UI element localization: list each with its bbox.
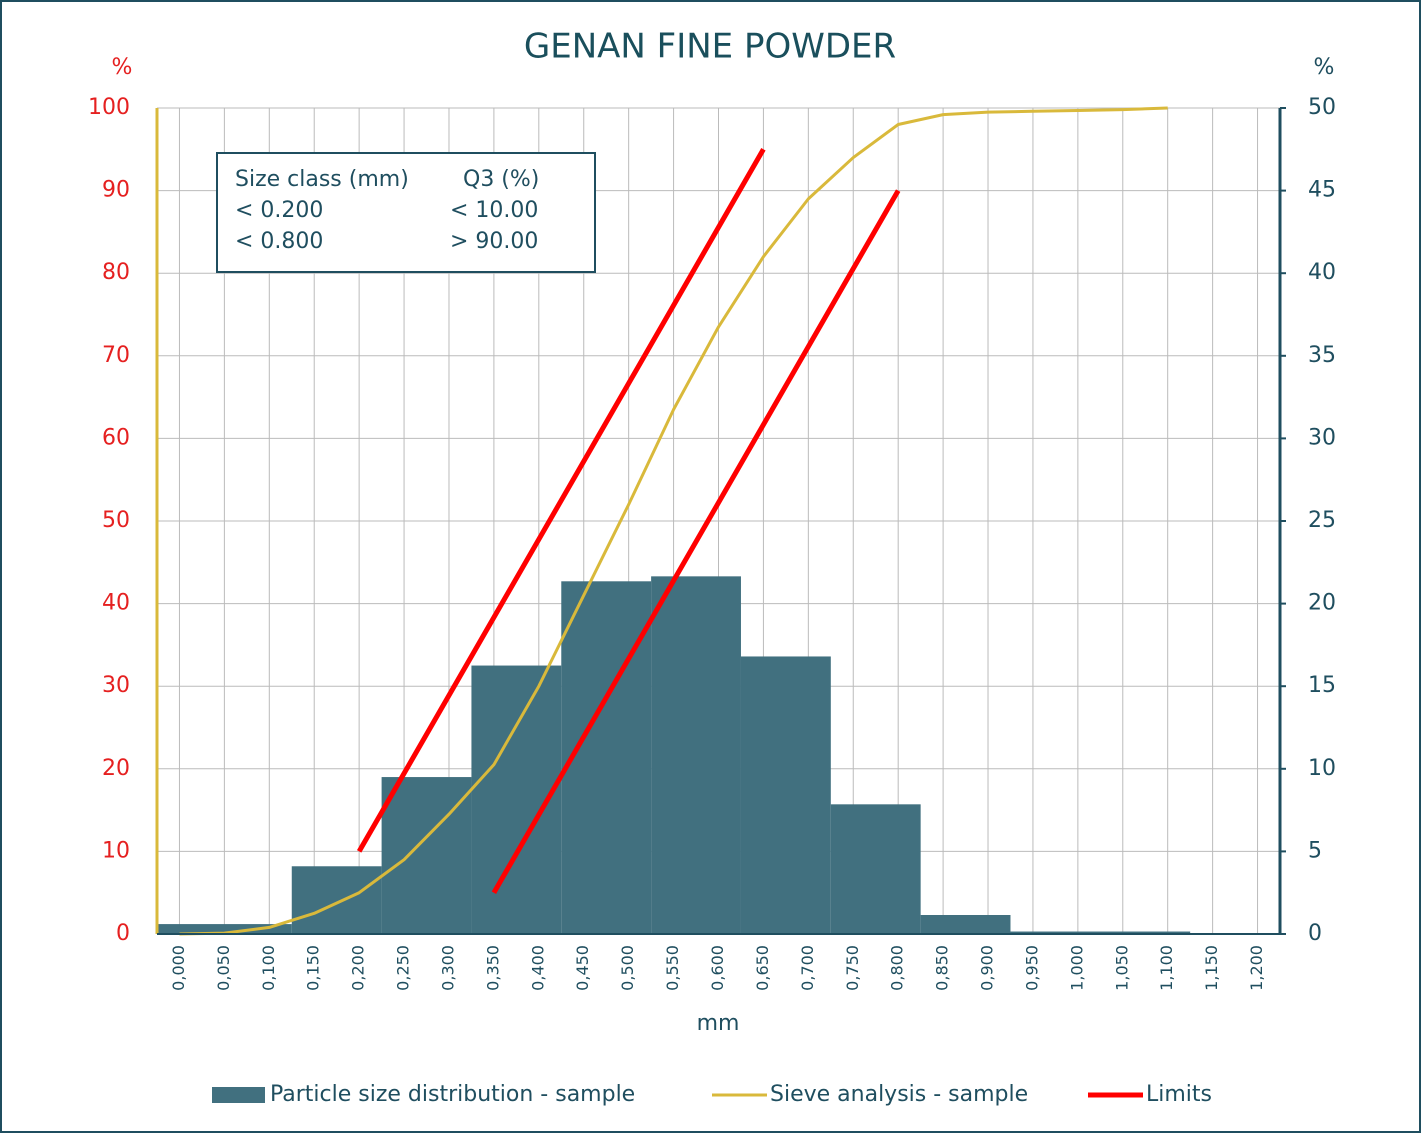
x-tick-label: 0,400: [528, 945, 547, 991]
x-tick-label: 0,000: [169, 945, 188, 991]
x-axis-label: mm: [697, 1011, 740, 1036]
x-tick-label: 0,850: [933, 945, 952, 991]
series-line: [356, 148, 901, 894]
y2-tick-label: 45: [1308, 178, 1336, 203]
y-tick-label: 60: [102, 425, 130, 450]
x-tick-label: 0,650: [753, 945, 772, 991]
histogram-bar: [1010, 931, 1191, 934]
histogram-bar: [920, 915, 1011, 934]
y2-tick-label: 10: [1308, 756, 1336, 781]
y-tick-label: 80: [102, 260, 130, 285]
y-tick-label: 70: [102, 343, 130, 368]
legend-label: Limits: [1146, 1082, 1212, 1107]
x-tick-label: 0,500: [618, 945, 637, 991]
y2-tick-label: 40: [1308, 260, 1336, 285]
y-tick-label: 10: [102, 838, 130, 863]
histogram-bar: [651, 576, 741, 934]
histogram-bar: [157, 924, 292, 934]
x-tick-label: 0,550: [663, 945, 682, 991]
legend-label: Particle size distribution - sample: [270, 1082, 635, 1107]
x-tick-label: 0,700: [798, 945, 817, 991]
x-tick-label: 0,050: [214, 945, 233, 991]
y2-tick-label: 30: [1308, 425, 1336, 450]
x-tick-label: 0,100: [259, 945, 278, 991]
x-tick-label: 0,600: [708, 945, 727, 991]
info-cell: < 0.200: [235, 198, 323, 223]
x-tick-label: 1,100: [1157, 945, 1176, 991]
y2-tick-label: 50: [1308, 95, 1336, 120]
x-tick-label: 0,150: [304, 945, 323, 991]
y-unit: %: [112, 55, 133, 80]
x-tick-label: 0,450: [573, 945, 592, 991]
y-tick-label: 40: [102, 591, 130, 616]
x-tick-label: 0,300: [438, 945, 457, 991]
info-header: Size class (mm): [235, 167, 409, 192]
x-tick-label: 1,000: [1067, 945, 1086, 991]
x-tick-label: 0,750: [843, 945, 862, 991]
x-tick-label: 0,200: [349, 945, 368, 991]
x-tick-label: 0,950: [1022, 945, 1041, 991]
y2-tick-label: 0: [1308, 921, 1322, 946]
y2-tick-label: 15: [1308, 673, 1336, 698]
histogram-bar: [830, 804, 921, 934]
info-cell: < 10.00: [450, 198, 538, 223]
x-tick-label: 1,050: [1112, 945, 1131, 991]
histogram-bar: [381, 777, 472, 934]
info-header: Q3 (%): [463, 167, 539, 192]
y2-unit: %: [1314, 55, 1335, 80]
chart-title: GENAN FINE POWDER: [524, 27, 896, 67]
x-tick-label: 1,200: [1247, 945, 1266, 991]
y2-tick-label: 25: [1308, 508, 1336, 533]
histogram-bar: [291, 866, 382, 934]
y2-tick-label: 35: [1308, 343, 1336, 368]
y-tick-label: 90: [102, 178, 130, 203]
y2-tick-label: 20: [1308, 591, 1336, 616]
x-tick-label: 0,250: [394, 945, 413, 991]
x-tick-label: 1,150: [1202, 945, 1221, 991]
histogram-bar: [740, 656, 831, 934]
x-tick-label: 0,900: [978, 945, 997, 991]
y-tick-label: 100: [88, 95, 130, 120]
y-tick-label: 0: [116, 921, 130, 946]
y-tick-label: 30: [102, 673, 130, 698]
info-cell: < 0.800: [235, 229, 323, 254]
series-line: [179, 106, 1168, 936]
info-box: [216, 152, 596, 273]
histogram-bar: [561, 581, 652, 934]
x-tick-label: 0,350: [483, 945, 502, 991]
legend-label: Sieve analysis - sample: [770, 1082, 1028, 1107]
info-cell: > 90.00: [450, 229, 538, 254]
y-tick-label: 50: [102, 508, 130, 533]
legend-swatch: [212, 1087, 265, 1103]
y2-tick-label: 5: [1308, 838, 1322, 863]
y-tick-label: 20: [102, 756, 130, 781]
x-tick-label: 0,800: [888, 945, 907, 991]
